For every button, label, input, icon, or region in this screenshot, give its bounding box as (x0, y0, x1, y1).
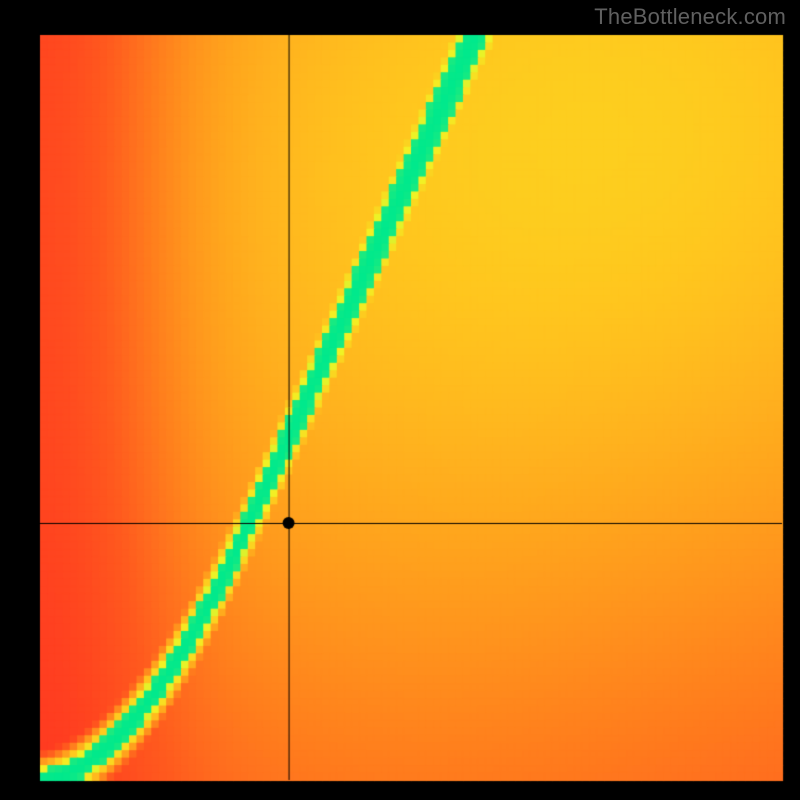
bottleneck-heatmap-canvas (0, 0, 800, 800)
watermark-text: TheBottleneck.com (594, 4, 786, 30)
